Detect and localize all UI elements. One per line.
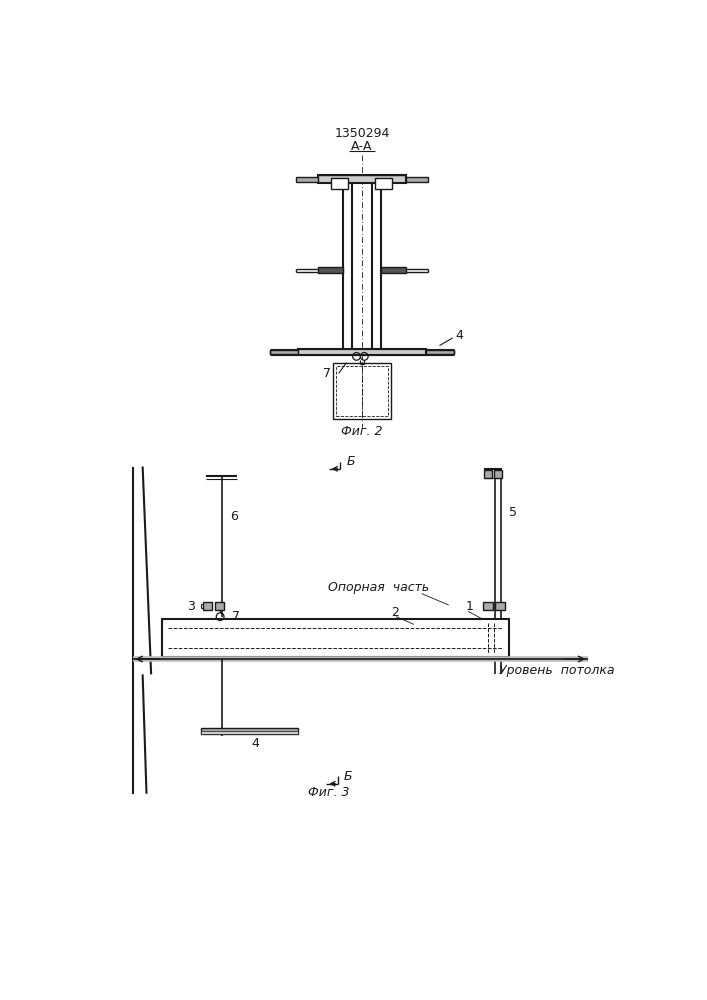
Bar (381, 267, 406, 273)
Bar (317, 175, 406, 183)
Text: 4: 4 (456, 329, 464, 342)
Bar (484, 470, 492, 478)
Bar (337, 366, 387, 416)
Bar (201, 731, 298, 734)
Bar (317, 267, 343, 273)
Bar (298, 349, 426, 355)
Bar (495, 602, 506, 610)
Text: 5: 5 (509, 506, 518, 519)
Text: Уровень  потолка: Уровень потолка (499, 664, 614, 677)
Text: 1: 1 (466, 600, 474, 613)
Bar (406, 177, 428, 182)
Text: Б: Б (344, 770, 353, 783)
Bar (162, 619, 509, 657)
Bar (203, 602, 212, 610)
Bar (296, 177, 317, 182)
Text: 3: 3 (187, 600, 195, 613)
Bar (494, 470, 502, 478)
Bar (333, 363, 391, 419)
Text: 7: 7 (323, 367, 331, 380)
Text: Опорная  часть: Опорная часть (328, 581, 430, 594)
Text: Фиг. 2: Фиг. 2 (341, 425, 382, 438)
Bar (215, 602, 224, 610)
Text: 2: 2 (391, 606, 399, 619)
Bar (483, 602, 493, 610)
Text: 1350294: 1350294 (334, 127, 390, 140)
Bar (375, 178, 392, 189)
Bar (270, 350, 298, 354)
Text: 7: 7 (232, 610, 240, 623)
Bar (426, 350, 454, 354)
Bar (201, 728, 298, 734)
Text: 6: 6 (230, 510, 238, 523)
Text: Б: Б (346, 455, 355, 468)
Text: Фиг. 3: Фиг. 3 (308, 786, 349, 799)
Text: А-А: А-А (351, 140, 373, 153)
Bar (331, 178, 348, 189)
Text: 4: 4 (251, 737, 259, 750)
